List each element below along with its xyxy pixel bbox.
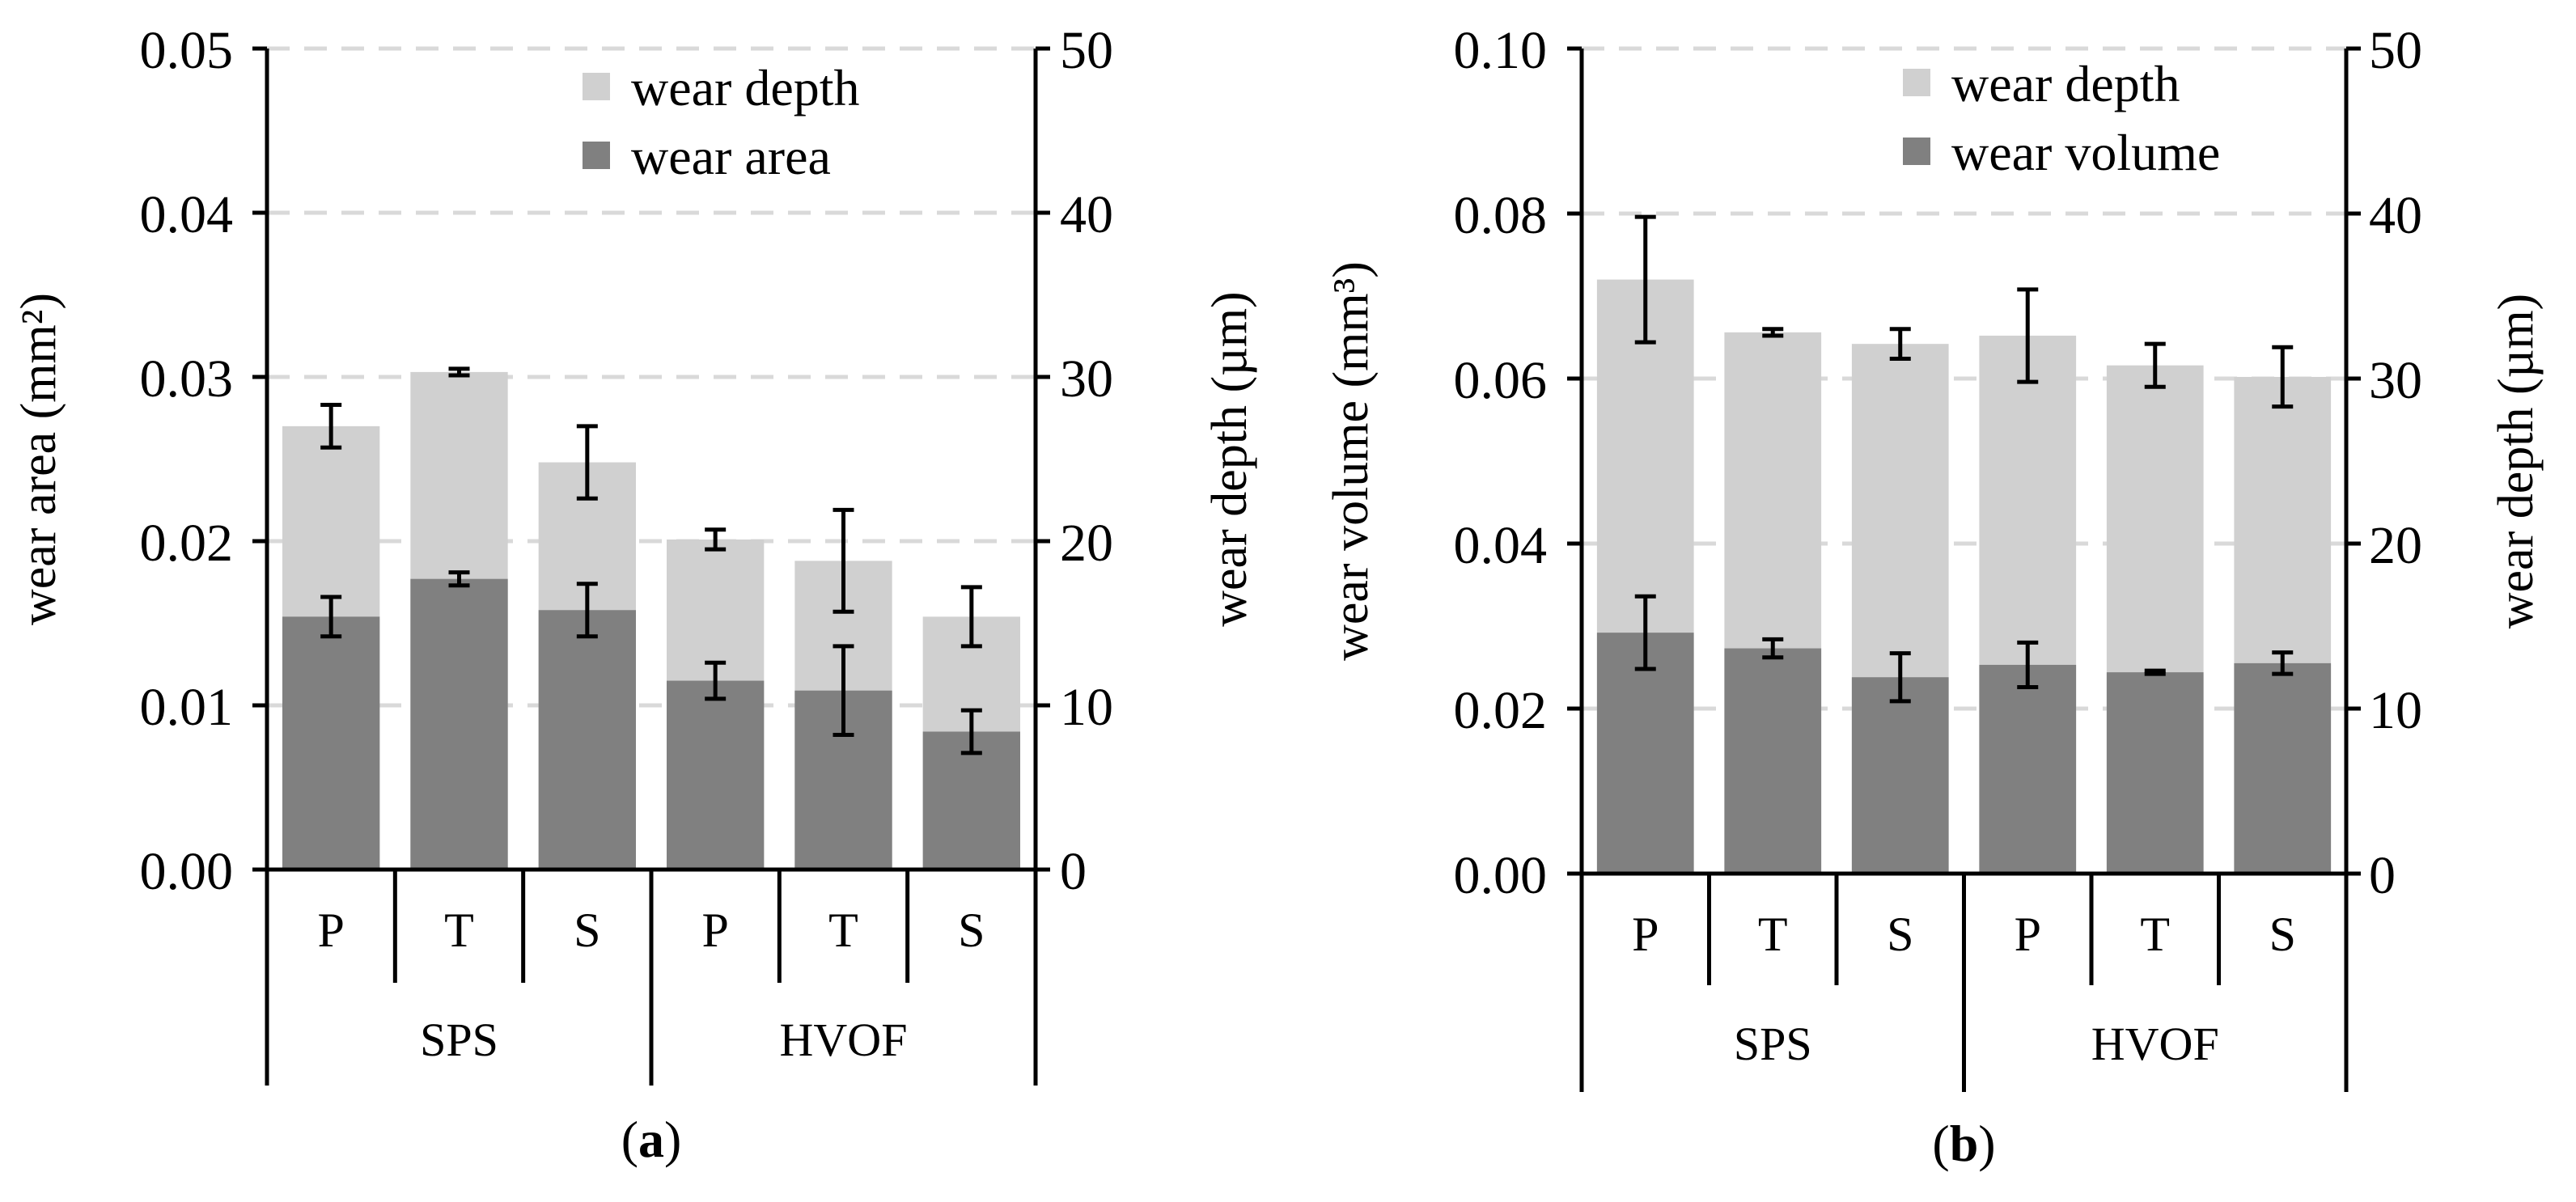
legend-label: wear depth — [631, 59, 860, 116]
panel-b: 0.00 0.02 0.04 0.06 0.08 0.10 0 10 20 30 40 50 P T S P T… — [1324, 21, 2544, 1172]
right-axis-title: wear depth (µm) — [2489, 294, 2544, 629]
left-tick-label: 0.10 — [1454, 21, 1548, 80]
right-tick-label: 50 — [2369, 21, 2422, 80]
right-tick-label: 0 — [2369, 846, 2396, 905]
bar-wear-volume — [1851, 677, 1949, 874]
category-label: P — [701, 904, 728, 957]
left-axis-title: wear volume (mm³) — [1324, 261, 1379, 661]
left-axis-title: wear area (mm²) — [11, 293, 66, 625]
left-tick-label: 0.05 — [140, 21, 234, 80]
panel-label: (a) — [621, 1111, 682, 1168]
category-label: T — [444, 904, 474, 957]
category-label: S — [958, 904, 985, 957]
left-tick-label: 0.01 — [140, 678, 234, 737]
left-tick-label: 0.06 — [1454, 351, 1548, 410]
bar-wear-volume — [1596, 633, 1694, 874]
legend-label: wear volume — [1951, 124, 2220, 181]
right-tick-label: 50 — [1060, 21, 1113, 80]
left-tick-label: 0.08 — [1454, 186, 1548, 245]
left-tick-label: 0.00 — [140, 842, 234, 901]
right-tick-label: 10 — [2369, 681, 2422, 740]
panel-label-letter: b — [1950, 1115, 1979, 1172]
right-tick-label: 40 — [2369, 186, 2422, 245]
category-label: T — [828, 904, 858, 957]
legend-swatch — [1903, 69, 1930, 96]
bar-wear-volume — [1724, 648, 1822, 874]
category-label: S — [1887, 908, 1913, 961]
category-label: S — [2269, 908, 2296, 961]
right-tick-label: 40 — [1060, 185, 1113, 244]
category-label: P — [2015, 908, 2041, 961]
right-tick-label: 30 — [1060, 349, 1113, 408]
right-tick-label: 20 — [1060, 514, 1113, 573]
right-tick-label: 0 — [1060, 842, 1087, 901]
left-tick-label: 0.02 — [1454, 681, 1548, 740]
category-label: P — [317, 904, 344, 957]
panel-label: (b) — [1932, 1115, 1995, 1172]
group-label: HVOF — [780, 1014, 908, 1066]
right-tick-label: 20 — [2369, 516, 2422, 575]
group-label: SPS — [420, 1014, 498, 1066]
legend-swatch — [1903, 138, 1930, 165]
legend-label: wear area — [631, 128, 831, 185]
left-tick-label: 0.04 — [1454, 516, 1548, 575]
group-label: HVOF — [2091, 1018, 2219, 1070]
right-axis-title: wear depth (µm) — [1202, 291, 1257, 626]
legend-swatch — [583, 73, 610, 100]
category-label: S — [574, 904, 600, 957]
category-label: T — [1758, 908, 1788, 961]
left-tick-label: 0.04 — [140, 185, 234, 244]
legend-label: wear depth — [1951, 55, 2180, 112]
category-label: P — [1632, 908, 1659, 961]
bar-wear-volume — [2234, 662, 2332, 874]
right-tick-label: 30 — [2369, 351, 2422, 410]
panel-label-letter: a — [638, 1111, 664, 1168]
bar-wear-volume — [1979, 664, 2077, 874]
right-tick-label: 10 — [1060, 678, 1113, 737]
bar-wear-area — [667, 680, 765, 870]
left-tick-label: 0.03 — [140, 349, 234, 408]
left-tick-label: 0.02 — [140, 514, 234, 573]
category-label: T — [2140, 908, 2170, 961]
bar-wear-area — [538, 610, 636, 870]
legend-swatch — [583, 142, 610, 169]
group-label: SPS — [1734, 1018, 1812, 1070]
bar-wear-area — [282, 616, 380, 870]
bar-wear-volume — [2106, 672, 2204, 874]
bar-wear-area — [410, 578, 508, 870]
panel-a: 0.00 0.01 0.02 0.03 0.04 0.05 0 10 20 30 40 50 P T S P T… — [11, 21, 1257, 1168]
left-tick-label: 0.00 — [1454, 846, 1548, 905]
